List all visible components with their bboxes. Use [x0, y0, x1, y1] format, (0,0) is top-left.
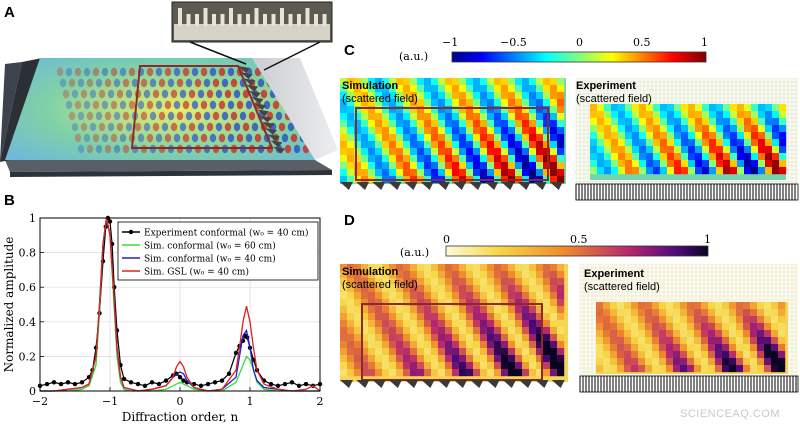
colorbar-d-tick: 0: [443, 233, 450, 246]
maps-c: [340, 78, 799, 201]
data-point: [219, 378, 225, 383]
sim-label-d: Simulation (scattered field): [342, 266, 418, 291]
colorbar-d-scale: [445, 245, 709, 257]
region-frame: [130, 65, 274, 149]
sim-label-c: Simulation (scattered field): [342, 80, 418, 105]
panel-letter-c: C: [344, 42, 355, 59]
data-point: [289, 380, 295, 385]
data-point: [142, 383, 148, 389]
colorbar-c-tick: −1: [442, 36, 459, 49]
panel-letter-d: D: [344, 212, 355, 229]
data-point: [156, 381, 162, 387]
data-point: [107, 219, 113, 224]
colorbar-c-tick: 1: [701, 36, 708, 49]
y-tick-label: 0: [29, 385, 36, 398]
colorbar-d-tick: 1: [704, 233, 711, 246]
maps-d: [340, 264, 799, 393]
data-point: [149, 380, 155, 385]
data-point: [79, 380, 85, 385]
colorbar-d-tick: 0.5: [570, 233, 588, 246]
metasurface-illustration: [0, 1, 338, 177]
data-point: [233, 350, 239, 356]
y-tick-label: 0.4: [19, 316, 37, 329]
bottom-plate: [5, 160, 332, 172]
y-tick-label: 0.6: [19, 281, 37, 294]
panel-letter-b: B: [4, 192, 15, 209]
side-wall: [250, 58, 338, 160]
colorbar-c-tick: 0.5: [633, 36, 651, 49]
x-axis-label: Diffraction order, n: [122, 410, 239, 424]
series-line-3: [40, 217, 321, 392]
y-axis-label: Normalized amplitude: [2, 237, 16, 373]
colorbar-c: [451, 51, 707, 63]
field-waves: [56, 67, 310, 154]
data-point: [72, 381, 78, 387]
legend: [117, 221, 319, 281]
diffraction-chart: 0 0.2 0.4 0.6 0.8 1 −2 −1 0 1 2 Diffraction order, …: [2, 212, 324, 424]
data-point: [282, 381, 288, 387]
data-point: [181, 378, 186, 383]
data-point: [163, 378, 169, 383]
panel-letter-a: A: [4, 4, 15, 21]
legend-entry: Sim. conformal (w₀ = 60 cm): [144, 241, 276, 252]
exp-label-c: Experiment (scattered field): [576, 80, 652, 105]
legend-entry: Sim. conformal (w₀ = 40 cm): [144, 254, 276, 265]
data-point: [51, 380, 57, 385]
data-point: [275, 383, 281, 389]
data-point: [121, 376, 127, 382]
x-tick-label: 0: [177, 395, 184, 408]
colorbar-c-tick: 0: [576, 36, 583, 49]
data-point: [226, 371, 232, 376]
colorbar-d: [445, 245, 709, 257]
x-tick-label: −2: [32, 395, 48, 408]
data-point: [268, 381, 274, 387]
legend-entry: Experiment conformal (w₀ = 40 cm): [144, 228, 308, 239]
field-plane: [5, 58, 315, 160]
data-point: [177, 374, 183, 380]
legend-entry: Sim. GSL (w₀ = 40 cm): [144, 267, 249, 278]
x-tick-label: −1: [102, 395, 118, 408]
x-tick-label: 1: [247, 395, 254, 408]
data-point: [296, 383, 302, 389]
data-point: [198, 383, 204, 389]
data-point: [135, 381, 141, 387]
data-point: [212, 380, 218, 385]
y-tick-label: 1: [29, 212, 36, 225]
y-tick-label: 0.2: [19, 350, 37, 363]
exp-label-d: Experiment (scattered field): [584, 268, 660, 293]
inset-photo: [171, 1, 333, 71]
y-tick-label: 0.8: [19, 247, 37, 260]
metasurface-edge: [238, 66, 286, 154]
colorbar-d-unit: (a.u.): [400, 246, 430, 259]
watermark: SCIENCEAQ.COM: [679, 408, 780, 420]
data-point: [303, 381, 309, 387]
colorbar-c-scale: [451, 51, 707, 63]
colorbar-c-tick: −0.5: [500, 36, 527, 49]
data-point: [128, 380, 134, 385]
data-point: [58, 381, 64, 387]
data-point: [44, 381, 50, 387]
data-point: [65, 380, 71, 385]
colorbar-c-unit: (a.u.): [399, 50, 429, 63]
x-tick-label: 2: [317, 395, 324, 408]
data-point: [205, 381, 211, 387]
